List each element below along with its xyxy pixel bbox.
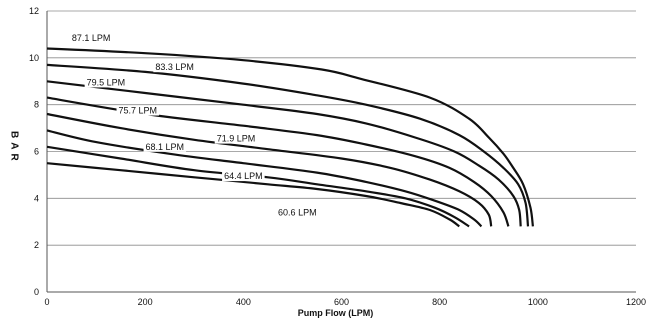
curve-87-1-lpm [46, 47, 534, 227]
curve-64-4-lpm [46, 145, 470, 228]
curves [46, 47, 534, 228]
x-tick-label: 400 [236, 297, 251, 307]
y-tick-label: 10 [29, 53, 39, 63]
curve-label: 60.6 LPM [278, 207, 317, 217]
curve-label-background [276, 207, 319, 218]
curve-75-7-lpm [46, 96, 510, 227]
y-tick-label: 4 [34, 193, 39, 203]
curve-label-background [69, 32, 113, 43]
curve-label: 71.9 LPM [217, 134, 256, 144]
tick-labels: 0 2 4 6 8 10 12 0 200 400 600 800 1000 1200 [29, 6, 646, 307]
y-tick-label: 6 [34, 147, 39, 157]
x-axis-title: Pump Flow (LPM) [298, 308, 374, 318]
y-tick-label: 2 [34, 240, 39, 250]
curve-label-background [116, 105, 160, 116]
curve-label-background [222, 171, 265, 182]
x-tick-label: 800 [432, 297, 447, 307]
x-tick-label: 0 [44, 297, 49, 307]
curve-label: 87.1 LPM [72, 33, 111, 43]
y-axis-title: BAR [9, 131, 20, 165]
curve-79-5-lpm [46, 80, 522, 227]
curve-71-9-lpm [46, 112, 493, 227]
x-tick-label: 1000 [528, 297, 548, 307]
x-tick-label: 200 [138, 297, 153, 307]
curve-60-6-lpm [46, 162, 460, 228]
curve-labels: 87.1 LPM 83.3 LPM 79.5 LPM 75.7 LPM 71.9 LPM… [69, 32, 319, 218]
curve-label-background [153, 62, 196, 73]
x-tick-label: 1200 [626, 297, 646, 307]
x-tick-label: 600 [334, 297, 349, 307]
curve-label-background [84, 77, 128, 88]
curve-label: 79.5 LPM [87, 77, 126, 87]
curve-label-background [143, 141, 187, 152]
curve-label-background [214, 133, 258, 144]
curve-83-3-lpm [46, 63, 530, 227]
curve-label: 68.1 LPM [146, 142, 185, 152]
gridlines [47, 10, 636, 246]
y-tick-label: 8 [34, 100, 39, 110]
axes [46, 11, 636, 293]
curve-label: 64.4 LPM [224, 171, 263, 181]
curve-label: 75.7 LPM [119, 106, 158, 116]
y-tick-label: 0 [34, 287, 39, 297]
y-tick-label: 12 [29, 6, 39, 16]
curve-label: 83.3 LPM [155, 62, 194, 72]
